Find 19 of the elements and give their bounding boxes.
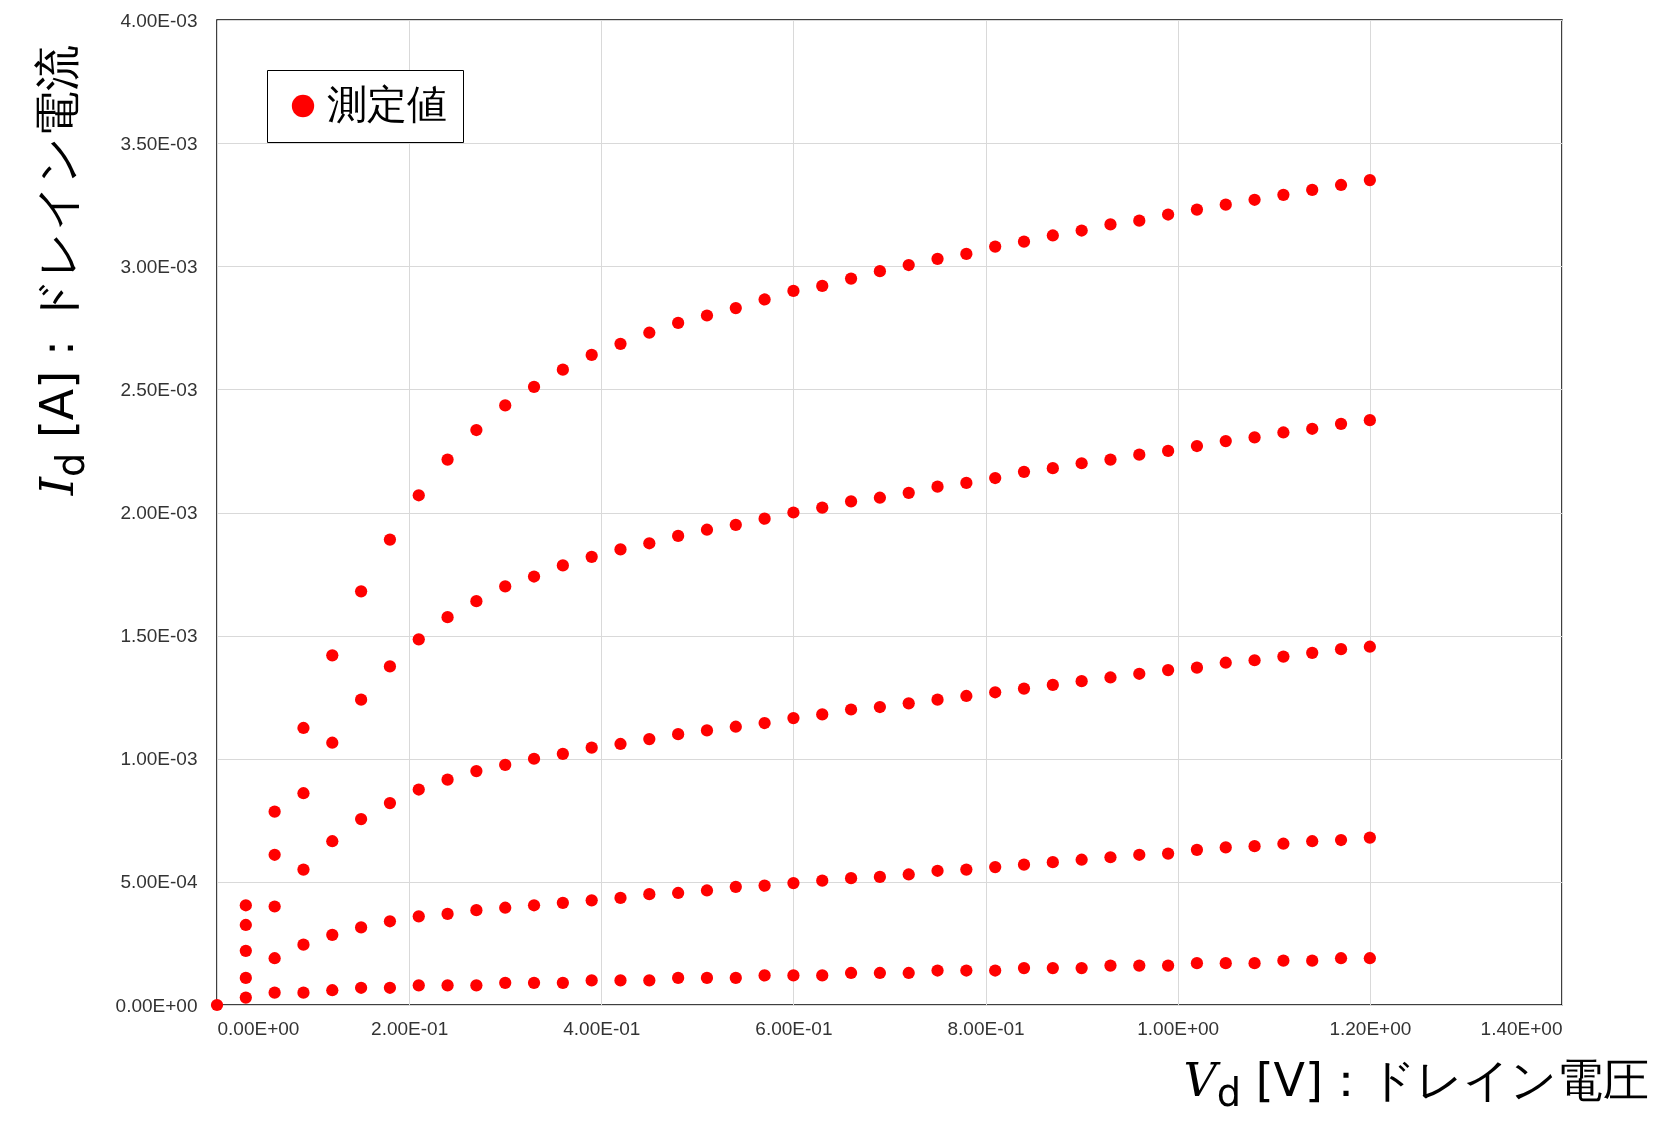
y-tick-label: 4.00E-03 [120, 9, 198, 31]
x-tick-label: 0.00E+00 [217, 1017, 300, 1039]
y-tick-label: 2.50E-03 [120, 378, 198, 400]
y-tick-label: 1.00E-03 [120, 748, 198, 770]
x-tick-label: 8.00E-01 [947, 1017, 1025, 1039]
x-tick-label: 1.40E+00 [1480, 1017, 1563, 1039]
x-tick-label: 6.00E-01 [755, 1017, 833, 1039]
x-tick-label: 1.20E+00 [1329, 1017, 1412, 1039]
x-tick-label: 1.00E+00 [1137, 1017, 1220, 1039]
y-tick-label: 0.00E+00 [115, 994, 198, 1016]
y-tick-label: 5.00E-04 [120, 871, 198, 893]
legend-label: 測定値 [327, 81, 447, 127]
y-tick-label: 3.00E-03 [120, 255, 198, 277]
x-tick-label: 2.00E-01 [371, 1017, 449, 1039]
y-tick-label: 2.00E-03 [120, 502, 198, 523]
y-tick-label: 3.50E-03 [120, 132, 198, 154]
x-axis-title: V$_{d}$ [V]：ドレイン電圧 [1183, 1052, 1649, 1116]
x-tick-label: 4.00E-01 [563, 1017, 641, 1039]
y-tick-label: 1.50E-03 [120, 625, 198, 647]
